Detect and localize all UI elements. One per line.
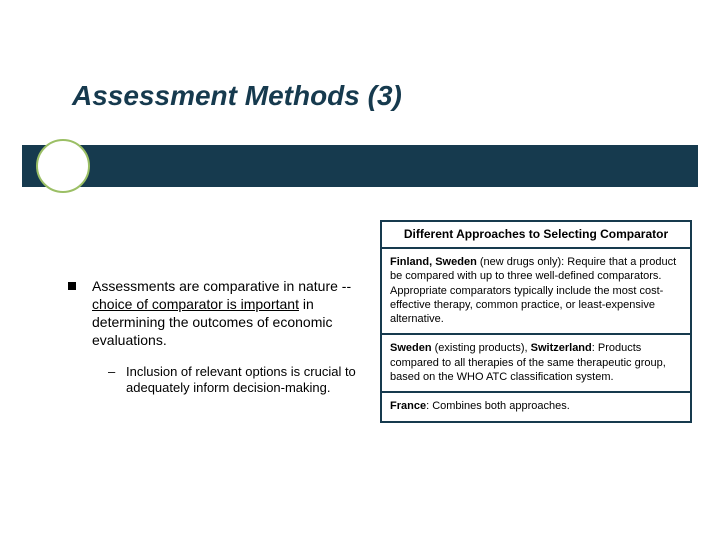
table-row: Sweden (existing products), Switzerland:… (382, 335, 690, 393)
main-bullet-block: Assessments are comparative in nature --… (92, 278, 364, 397)
row-text: : Combines both approaches. (426, 400, 570, 412)
table-row: France: Combines both approaches. (382, 393, 690, 420)
accent-circle (36, 139, 90, 193)
dash-bullet-icon: – (108, 364, 115, 381)
table-header: Different Approaches to Selecting Compar… (382, 222, 690, 249)
title-bar (22, 145, 698, 187)
row-bold: Sweden (390, 342, 432, 354)
slide: Assessment Methods (3) Assessments are c… (0, 0, 720, 540)
row-bold: Finland, Sweden (390, 256, 477, 268)
slide-title: Assessment Methods (3) (72, 80, 402, 112)
main-text-prefix: Assessments are comparative in nature -- (92, 278, 351, 294)
row-bold: France (390, 400, 426, 412)
table-row: Finland, Sweden (new drugs only): Requir… (382, 249, 690, 335)
row-bold: Switzerland (531, 342, 592, 354)
comparator-table: Different Approaches to Selecting Compar… (380, 220, 692, 423)
row-text: (existing products), (432, 342, 531, 354)
sub-bullet-block: – Inclusion of relevant options is cruci… (126, 364, 364, 397)
main-text-underlined: choice of comparator is important (92, 296, 299, 312)
sub-text: Inclusion of relevant options is crucial… (126, 364, 356, 396)
square-bullet-icon (68, 282, 76, 290)
